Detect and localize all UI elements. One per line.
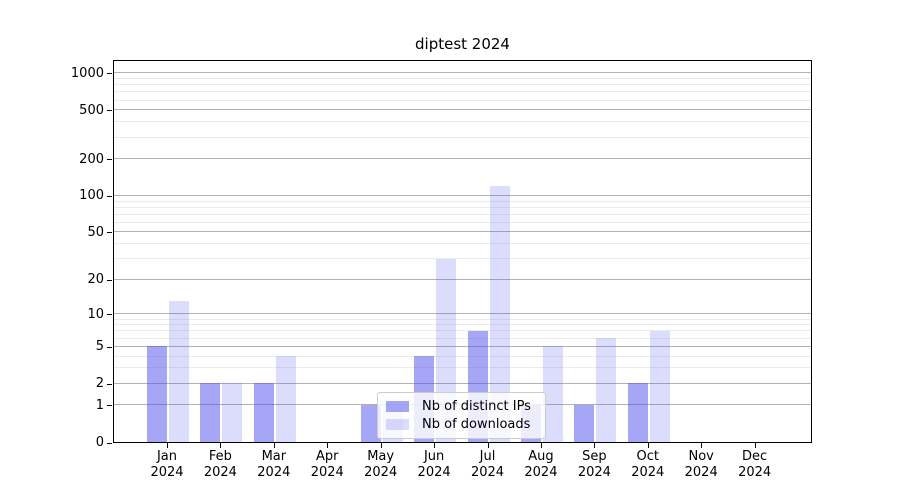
bar-downloads-oct — [649, 330, 670, 442]
bar-downloads-mar — [275, 356, 296, 442]
bar-distinct-ips-may — [360, 405, 381, 442]
gridline-major — [114, 313, 811, 315]
x-tick-mark — [540, 443, 542, 448]
bar-downloads-aug — [542, 346, 563, 442]
gridline-minor — [114, 324, 811, 326]
gridline-minor — [114, 91, 811, 93]
bar-distinct-ips-mar — [253, 383, 274, 442]
legend-swatch-downloads — [386, 419, 409, 431]
x-tick-mark — [220, 443, 222, 448]
x-tick-label-nov: Nov 2024 — [684, 449, 718, 480]
gridline-minor — [114, 136, 811, 138]
x-tick-mark — [754, 443, 756, 448]
y-tick-mark — [107, 279, 112, 281]
x-tick-label-aug: Aug 2024 — [524, 449, 558, 480]
x-tick-label-jul: Jul 2024 — [470, 449, 505, 480]
legend-swatch-distinct-ips — [386, 400, 409, 412]
x-tick-mark — [487, 443, 489, 448]
y-tick-label-1: 1 — [95, 397, 104, 413]
x-tick-label-jun: Jun 2024 — [417, 449, 451, 480]
bar-distinct-ips-oct — [627, 383, 648, 442]
x-tick-mark — [380, 443, 382, 448]
gridline-major — [114, 345, 811, 347]
gridline-major — [114, 158, 811, 160]
x-tick-mark — [594, 443, 596, 448]
gridline-major — [114, 109, 811, 111]
x-tick-label-may: May 2024 — [364, 449, 398, 480]
y-tick-mark — [107, 383, 112, 385]
x-tick-label-oct: Oct 2024 — [631, 449, 665, 480]
y-tick-mark — [107, 346, 112, 348]
y-tick-label-10: 10 — [87, 306, 104, 322]
legend-box: Nb of distinct IPs Nb of downloads — [377, 392, 546, 439]
bar-distinct-ips-jan — [147, 346, 167, 442]
gridline-minor — [114, 355, 811, 357]
gridline-minor — [114, 258, 811, 260]
plot-area: Nb of distinct IPs Nb of downloads — [113, 60, 812, 443]
y-tick-mark — [107, 442, 112, 444]
x-tick-label-feb: Feb 2024 — [203, 449, 237, 480]
y-tick-label-0: 0 — [95, 435, 104, 450]
y-tick-label-1000: 1000 — [70, 65, 104, 81]
bar-downloads-sep — [596, 338, 617, 442]
legend-item-downloads: Nb of downloads — [386, 416, 537, 435]
y-tick-label-200: 200 — [79, 151, 104, 167]
y-tick-label-100: 100 — [79, 188, 104, 204]
y-tick-mark — [107, 159, 112, 161]
y-tick-label-20: 20 — [87, 272, 104, 288]
gridline-minor — [114, 213, 811, 215]
y-tick-mark — [107, 73, 112, 75]
x-tick-label-jan: Jan 2024 — [150, 449, 184, 480]
x-tick-mark — [167, 443, 168, 448]
bar-downloads-jul — [489, 185, 510, 442]
gridline-major — [114, 278, 811, 280]
y-tick-mark — [107, 314, 112, 316]
legend-item-distinct-ips: Nb of distinct IPs — [386, 397, 537, 416]
gridline-major — [114, 194, 811, 196]
bar-downloads-jan — [169, 301, 189, 442]
x-tick-label-dec: Dec 2024 — [738, 449, 772, 480]
chart-title: diptest 2024 — [415, 35, 510, 53]
legend-label-downloads: Nb of downloads — [422, 417, 531, 433]
legend-label-distinct-ips: Nb of distinct IPs — [422, 398, 531, 414]
gridline-minor — [114, 121, 811, 123]
gridline-minor — [114, 337, 811, 339]
bar-distinct-ips-sep — [574, 405, 595, 442]
bar-downloads-feb — [222, 383, 243, 442]
y-tick-label-2: 2 — [95, 376, 104, 392]
gridline-minor — [114, 221, 811, 223]
x-tick-mark — [273, 443, 275, 448]
gridline-minor — [114, 78, 811, 80]
x-tick-mark — [647, 443, 649, 448]
gridline-major — [114, 382, 811, 384]
y-tick-label-5: 5 — [95, 339, 104, 355]
gridline-minor — [114, 206, 811, 208]
gridline-minor — [114, 243, 811, 245]
x-tick-mark — [434, 443, 436, 448]
y-tick-label-500: 500 — [79, 102, 104, 118]
gridline-minor — [114, 84, 811, 86]
gridline-major — [114, 231, 811, 233]
y-tick-mark — [107, 232, 112, 234]
y-tick-mark — [107, 195, 112, 197]
y-tick-mark — [107, 405, 112, 407]
x-tick-label-mar: Mar 2024 — [257, 449, 291, 480]
x-tick-label-sep: Sep 2024 — [577, 449, 611, 480]
gridline-major — [114, 72, 811, 74]
gridline-minor — [114, 318, 811, 320]
y-tick-label-50: 50 — [87, 224, 104, 240]
x-tick-label-apr: Apr 2024 — [310, 449, 344, 480]
y-tick-mark — [107, 110, 112, 112]
gridline-minor — [114, 330, 811, 332]
bar-distinct-ips-feb — [200, 383, 221, 442]
gridline-minor — [114, 200, 811, 202]
gridline-minor — [114, 367, 811, 369]
x-tick-mark — [701, 443, 703, 448]
gridline-minor — [114, 99, 811, 101]
x-tick-mark — [327, 443, 329, 448]
